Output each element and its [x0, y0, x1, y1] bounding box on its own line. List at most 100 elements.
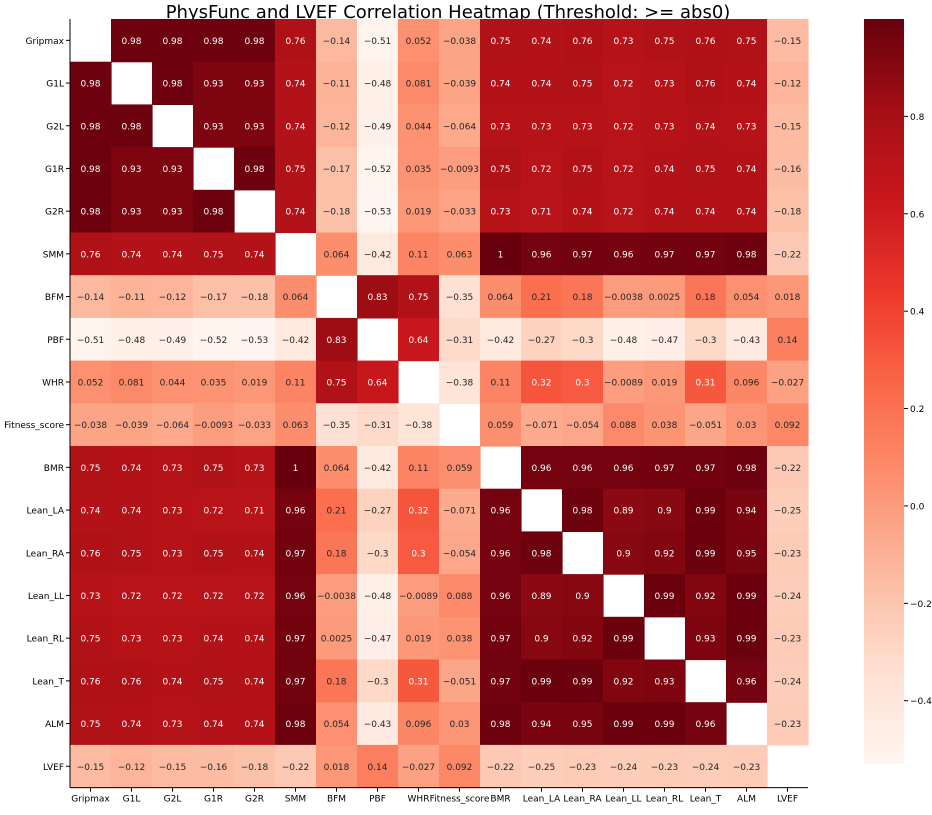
- heatmap-cell: [767, 104, 809, 148]
- cell-value-label: 0.93: [244, 80, 264, 90]
- heatmap-cell: [357, 19, 399, 63]
- cell-value-label: 0.03: [449, 720, 469, 730]
- cell-value-label: −0.48: [610, 336, 638, 346]
- heatmap-cell: [111, 232, 153, 276]
- heatmap-cell: [767, 403, 809, 447]
- cell-value-label: −0.054: [443, 549, 477, 559]
- heatmap-cell: [70, 659, 112, 703]
- cell-value-label: −0.22: [282, 763, 310, 773]
- cell-value-label: 0.97: [490, 635, 510, 645]
- heatmap-cell: [316, 744, 358, 789]
- cell-value-label: 0.98: [572, 507, 592, 517]
- heatmap-cell: [562, 19, 604, 63]
- heatmap-cell: [357, 147, 399, 191]
- heatmap-cell: [152, 574, 194, 618]
- cell-value-label: −0.051: [443, 677, 476, 687]
- heatmap-cell: [562, 488, 604, 532]
- heatmap-cell: [644, 744, 686, 789]
- cell-value-label: 0.9: [616, 549, 631, 559]
- heatmap-cell: [398, 232, 440, 276]
- cell-value-label: 0.97: [285, 677, 305, 687]
- cell-value-label: 0.98: [736, 464, 756, 474]
- cell-value-label: 0.75: [80, 720, 100, 730]
- cell-value-label: 0.73: [490, 208, 510, 218]
- heatmap-cell: [316, 189, 358, 234]
- heatmap-cell: [398, 147, 440, 191]
- heatmap-cell: [644, 147, 686, 191]
- colorbar-gradient: [864, 19, 904, 764]
- cell-value-label: 0.11: [408, 250, 428, 260]
- heatmap-cell: [193, 189, 235, 234]
- cell-value-label: 0.73: [490, 122, 510, 132]
- cell-value-label: 0.18: [326, 549, 346, 559]
- cell-value-label: −0.49: [159, 336, 187, 346]
- cell-value-label: 0.99: [572, 677, 592, 687]
- cell-value-label: 0.98: [490, 720, 510, 730]
- cell-value-label: 0.3: [575, 378, 589, 388]
- cell-value-label: 0.83: [326, 336, 346, 346]
- colorbar-tick-label: 0.4: [910, 308, 925, 318]
- cell-value-label: 0.73: [162, 507, 182, 517]
- heatmap-cell: [685, 19, 727, 63]
- heatmap-cell: [439, 702, 481, 746]
- y-tick-label: Fitness_score: [4, 421, 64, 431]
- cell-value-label: 0.74: [162, 677, 182, 687]
- heatmap-cell: [398, 488, 440, 532]
- cell-value-label: 0.74: [654, 208, 674, 218]
- heatmap-cell: [726, 275, 768, 319]
- heatmap-cell: [111, 574, 153, 618]
- heatmap-cell: [562, 659, 604, 703]
- y-tick-label: G2R: [45, 208, 64, 218]
- heatmap-cell: [480, 702, 522, 746]
- cell-value-label: 0.96: [490, 507, 510, 517]
- cell-value-label: 0.97: [572, 250, 592, 260]
- heatmap-cell: [562, 744, 604, 789]
- heatmap-cell: [398, 104, 440, 148]
- cell-value-label: 0.73: [531, 122, 551, 132]
- cell-value-label: 0.052: [406, 37, 432, 47]
- cell-value-label: −0.25: [528, 763, 556, 773]
- heatmap-cell: [726, 531, 768, 575]
- cell-value-label: −0.48: [118, 336, 146, 346]
- x-tick-label: PBF: [369, 795, 386, 805]
- cell-value-label: −0.11: [118, 293, 146, 303]
- y-tick-label: Lean_RA: [26, 549, 65, 559]
- cell-value-label: 0.76: [80, 250, 100, 260]
- heatmap-cell: [152, 147, 194, 191]
- x-tick-label: G2L: [164, 795, 182, 805]
- heatmap-cell: [726, 317, 768, 362]
- cell-value-label: −0.071: [525, 421, 558, 431]
- cell-value-label: 0.75: [326, 378, 346, 388]
- heatmap-cell: [439, 61, 481, 105]
- y-tick-label: Lean_LL: [28, 592, 64, 602]
- x-tick-label: BFM: [327, 795, 346, 805]
- heatmap-cell: [234, 403, 276, 447]
- cell-value-label: 0.064: [324, 250, 350, 260]
- y-tick-label: BFM: [45, 293, 64, 303]
- cell-value-label: 0.11: [285, 378, 305, 388]
- cell-value-label: 0.98: [80, 80, 100, 90]
- heatmap-cell: [234, 744, 276, 789]
- heatmap-cell: [70, 61, 112, 105]
- heatmap-cell: [439, 147, 481, 191]
- cell-value-label: 0.72: [613, 165, 633, 175]
- cell-value-label: 0.99: [695, 549, 715, 559]
- x-tick-label: Gripmax: [71, 795, 110, 805]
- cell-value-label: 0.73: [162, 549, 182, 559]
- cell-value-label: 0.74: [285, 208, 305, 218]
- heatmap-cell: [480, 147, 522, 191]
- cell-value-label: −0.25: [774, 507, 802, 517]
- cell-value-label: 0.32: [408, 507, 428, 517]
- cell-value-label: −0.24: [774, 592, 802, 602]
- heatmap-cell: [70, 574, 112, 618]
- cell-value-label: 0.74: [285, 122, 305, 132]
- heatmap-cell: [111, 531, 153, 575]
- cell-value-label: 0.94: [736, 507, 756, 517]
- heatmap-cell: [152, 744, 194, 789]
- cell-value-label: −0.22: [774, 464, 802, 474]
- cell-value-label: 0.092: [447, 763, 473, 773]
- heatmap-cell: [644, 403, 686, 447]
- cell-value-label: −0.53: [241, 336, 269, 346]
- heatmap-cell: [685, 232, 727, 276]
- heatmap-cell: [726, 232, 768, 276]
